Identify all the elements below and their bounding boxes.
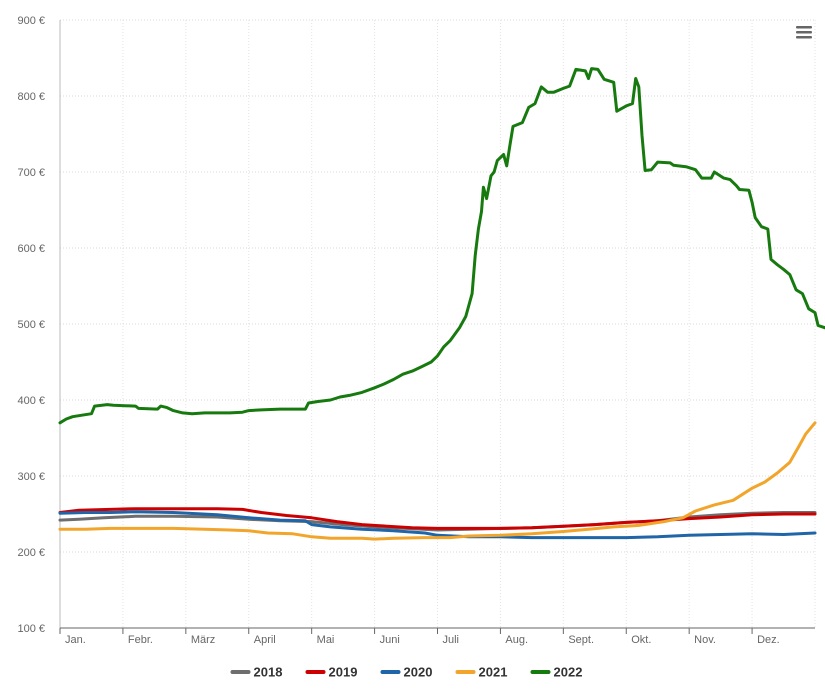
context-menu-button[interactable]	[792, 20, 816, 42]
legend[interactable]: 2018 2019 2020 2021 2022	[230, 665, 583, 680]
y-tick-label: 100 €	[17, 623, 45, 635]
series-line-2020[interactable]	[58, 510, 817, 540]
x-tick-label: Juni	[380, 634, 400, 646]
gridlines	[59, 19, 816, 628]
y-tick-label: 900 €	[17, 15, 45, 27]
legend-label: 2021	[479, 665, 508, 680]
legend-label: 2020	[404, 665, 433, 680]
legend-item-2018[interactable]: 2018	[230, 665, 283, 680]
y-tick-label: 700 €	[17, 167, 45, 179]
legend-item-2020[interactable]: 2020	[380, 665, 433, 680]
legend-label: 2019	[329, 665, 358, 680]
x-tick-label: Juli	[443, 634, 460, 646]
legend-label: 2022	[554, 665, 583, 680]
x-tick-label: Nov.	[694, 634, 716, 646]
x-tick-label: Dez.	[757, 634, 780, 646]
menu-bar-bottom	[796, 36, 812, 39]
hamburger-menu-icon	[796, 26, 812, 39]
x-tick-label: Okt.	[631, 634, 651, 646]
x-tick-label: März	[191, 634, 215, 646]
legend-label: 2018	[254, 665, 283, 680]
y-tick-label: 300 €	[17, 471, 45, 483]
series-line-2022[interactable]	[58, 67, 825, 425]
y-tick-label: 200 €	[17, 547, 45, 559]
series-lines	[58, 67, 825, 541]
legend-item-2019[interactable]: 2019	[305, 665, 358, 680]
x-tick-label: Jan.	[65, 634, 86, 646]
y-tick-label: 800 €	[17, 91, 45, 103]
series-line-2021[interactable]	[58, 421, 817, 541]
legend-item-2022[interactable]: 2022	[530, 665, 583, 680]
x-tick-label: Aug.	[505, 634, 528, 646]
series-line-2018[interactable]	[58, 511, 817, 532]
y-tick-label: 600 €	[17, 243, 45, 255]
x-tick-label: Febr.	[128, 634, 153, 646]
y-tick-label: 400 €	[17, 395, 45, 407]
legend-item-2021[interactable]: 2021	[455, 665, 508, 680]
y-tick-label: 500 €	[17, 319, 45, 331]
menu-bar-top	[796, 26, 812, 29]
x-tick-label: April	[254, 634, 276, 646]
menu-bar-middle	[796, 31, 812, 34]
x-tick-label: Mai	[317, 634, 335, 646]
x-tick-label: Sept.	[568, 634, 594, 646]
axes: 100 € 200 € 300 € 400 € 500 € 600 € 700 € 800 €…	[17, 15, 815, 646]
